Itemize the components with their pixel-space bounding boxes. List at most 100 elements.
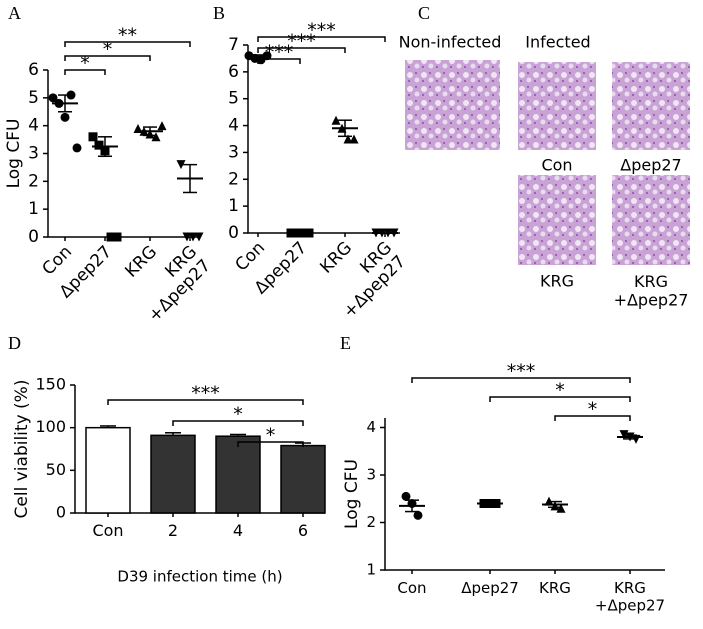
point (60, 112, 70, 122)
y-tick-label: 7 (228, 35, 239, 55)
y-tick-label: 4 (366, 418, 376, 436)
significance-label: * (588, 399, 598, 421)
significance-bracket (257, 58, 301, 64)
heading: Infected (525, 33, 590, 52)
point (72, 143, 82, 153)
point (349, 134, 359, 144)
point (401, 491, 411, 501)
point (48, 93, 58, 103)
y-tick-label: 6 (228, 62, 239, 82)
significance-label: * (233, 404, 243, 426)
y-tick-label: 2 (228, 169, 239, 189)
y-tick-label: 100 (35, 417, 66, 436)
x-tick-label: Con (232, 238, 270, 276)
significance-bracket (411, 377, 631, 383)
micrograph (405, 60, 500, 150)
y-tick-label: 0 (228, 223, 239, 243)
y-tick-label: 5 (28, 88, 39, 108)
x-tick-label: 2 (168, 521, 178, 540)
y-tick-label: 6 (28, 60, 39, 80)
significance-label: ** (118, 25, 137, 47)
point (343, 134, 353, 144)
x-tick-label: Δpep27 (461, 579, 519, 597)
point (176, 160, 186, 170)
y-tick-label: 4 (228, 116, 239, 136)
x-tick-label: KRG (121, 242, 161, 282)
significance-label: *** (307, 20, 336, 42)
y-tick-label: 1 (228, 196, 239, 216)
significance-bracket (237, 441, 304, 447)
significance-label: * (103, 39, 113, 61)
panel-letter: D (8, 333, 21, 353)
point (188, 232, 198, 242)
y-tick-label: 4 (28, 116, 39, 136)
significance-bracket (64, 55, 151, 61)
panel-letter: B (213, 3, 225, 23)
y-tick-label: 1 (28, 199, 39, 219)
significance-bracket (172, 420, 304, 426)
y-tick-label: 2 (366, 513, 376, 531)
x-tick-label: KRG (539, 579, 571, 597)
micrograph (518, 175, 596, 265)
y-tick-label: 5 (228, 89, 239, 109)
significance-bracket (257, 47, 346, 53)
bar (215, 435, 261, 514)
significance-bracket (489, 396, 631, 402)
point (157, 121, 167, 131)
micrograph (612, 175, 690, 265)
y-tick-label: 3 (228, 142, 239, 162)
significance-label: *** (265, 42, 294, 64)
significance-bracket (64, 69, 106, 75)
y-tick-label: 150 (35, 375, 66, 394)
x-tick-label: KRG+Δpep27 (595, 579, 665, 614)
significance-bracket (554, 415, 631, 421)
x-axis-label: D39 infection time (h) (117, 568, 282, 586)
x-tick-label: Con (397, 579, 426, 597)
panel-letter: C (418, 3, 430, 23)
significance-label: *** (191, 383, 220, 405)
significance-label: * (266, 425, 276, 447)
x-tick-label: Con (92, 521, 123, 540)
axis (384, 418, 665, 571)
heading: Non-infected (399, 33, 502, 52)
x-tick-label: KRG (316, 238, 356, 278)
y-axis-label: Cell viability (%) (12, 380, 32, 519)
micrograph (612, 62, 690, 150)
point (413, 510, 423, 520)
panel-letter: A (8, 3, 21, 23)
point (556, 503, 566, 513)
significance-label: * (555, 380, 565, 402)
y-tick-label: 3 (366, 466, 376, 484)
y-axis-label: Log CFU (4, 119, 24, 189)
caption: Con (541, 156, 572, 175)
axis (247, 45, 400, 234)
significance-label: *** (507, 361, 536, 383)
y-tick-label: 0 (28, 227, 39, 247)
point (112, 232, 122, 242)
y-tick-label: 3 (28, 144, 39, 164)
significance-label: *** (287, 31, 316, 53)
point (194, 232, 204, 242)
y-tick-label: 50 (46, 460, 66, 479)
y-axis-label: Log CFU (342, 459, 362, 529)
x-tick-label: 4 (233, 521, 243, 540)
point (151, 132, 161, 142)
caption: KRG +Δpep27 (614, 272, 689, 309)
significance-bracket (257, 36, 386, 42)
significance-bracket (64, 41, 191, 47)
point (331, 115, 341, 125)
point (106, 232, 116, 242)
y-tick-label: 1 (366, 561, 376, 579)
x-tick-label: 6 (298, 521, 308, 540)
panel-c: C Non-infected Infected Con Δpep27 KRG K… (399, 3, 690, 309)
point (88, 132, 98, 142)
y-tick-label: 2 (28, 171, 39, 191)
bar (280, 444, 326, 514)
point (94, 140, 104, 150)
significance-label: * (80, 53, 90, 75)
caption: Δpep27 (620, 156, 681, 175)
bar (150, 434, 196, 514)
significance-bracket (107, 399, 304, 405)
